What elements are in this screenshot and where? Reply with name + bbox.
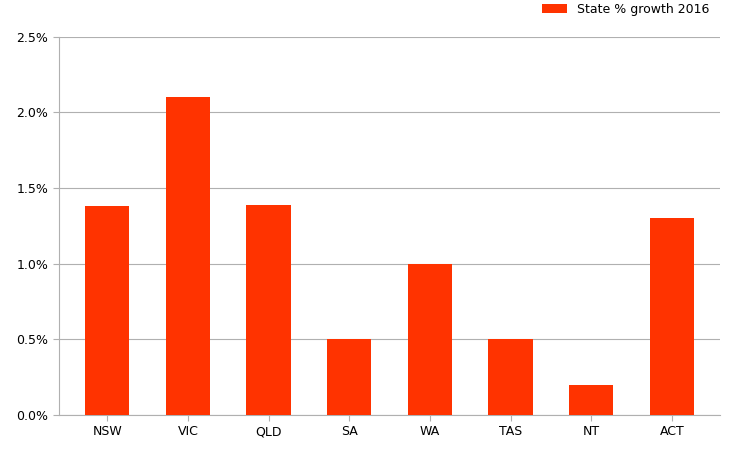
Legend: State % growth 2016: State % growth 2016	[537, 0, 714, 21]
Bar	[488, 339, 533, 415]
Bar	[650, 219, 694, 415]
Bar	[569, 384, 614, 415]
Bar	[246, 205, 291, 415]
Bar	[165, 97, 210, 415]
Bar	[408, 264, 452, 415]
Bar	[327, 339, 371, 415]
Bar	[85, 206, 129, 415]
